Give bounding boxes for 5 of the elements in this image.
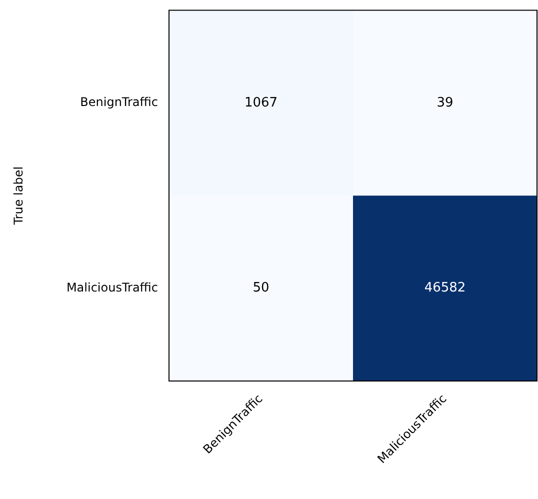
y-axis-title: True label <box>11 166 26 226</box>
data-label: 1067 <box>244 95 278 110</box>
data-label: 50 <box>252 280 270 296</box>
data-label: 46582 <box>424 280 466 296</box>
data-label: 39 <box>436 95 454 110</box>
